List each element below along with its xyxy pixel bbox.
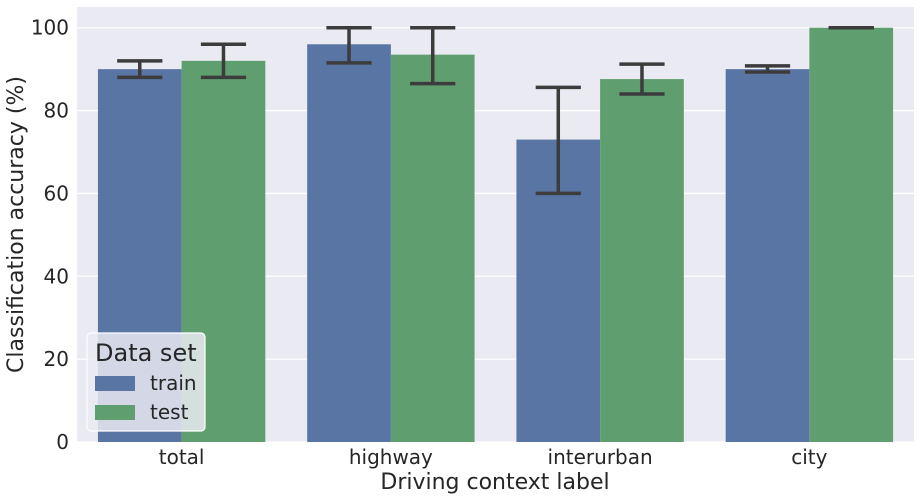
x-tick-label-city: city <box>791 445 827 469</box>
y-tick-label: 80 <box>44 99 69 123</box>
legend-title: Data set <box>95 339 197 367</box>
error-bars <box>117 25 874 196</box>
y-tick-labels: 0 20 40 60 80 100 <box>31 16 69 454</box>
legend-label-train: train <box>150 371 197 395</box>
y-tick-label: 40 <box>44 264 69 288</box>
bars <box>97 27 894 443</box>
bar-test-city <box>809 27 894 442</box>
x-tick-label-total: total <box>159 445 205 469</box>
legend-swatch-train <box>95 376 135 391</box>
error-bar-train-highway <box>326 25 372 65</box>
error-bar-test-highway <box>410 25 456 86</box>
error-bar-train-interurban <box>535 85 581 196</box>
bar-test-highway <box>390 54 475 443</box>
x-axis-label: Driving context label <box>380 470 609 495</box>
legend: Data set train test <box>86 332 206 432</box>
bar-test-interurban <box>600 79 684 442</box>
x-tick-label-highway: highway <box>349 445 433 469</box>
y-tick-label: 100 <box>31 16 69 40</box>
y-tick-label: 60 <box>44 181 69 205</box>
y-axis-label: Classification accuracy (%) <box>4 76 29 373</box>
bar-train-city <box>725 69 810 443</box>
x-tick-labels: total highway interurban city <box>159 445 828 469</box>
legend-swatch-test <box>95 405 135 420</box>
error-bar-train-city <box>744 64 791 74</box>
error-bar-test-total <box>200 42 247 80</box>
error-bar-test-interurban <box>619 62 665 96</box>
error-bar-train-total <box>117 59 163 80</box>
y-tick-label: 20 <box>44 347 69 371</box>
x-tick-label-interurban: interurban <box>548 445 653 469</box>
y-tick-label: 0 <box>56 430 69 454</box>
legend-label-test: test <box>150 400 189 424</box>
bar-train-highway <box>307 44 391 443</box>
